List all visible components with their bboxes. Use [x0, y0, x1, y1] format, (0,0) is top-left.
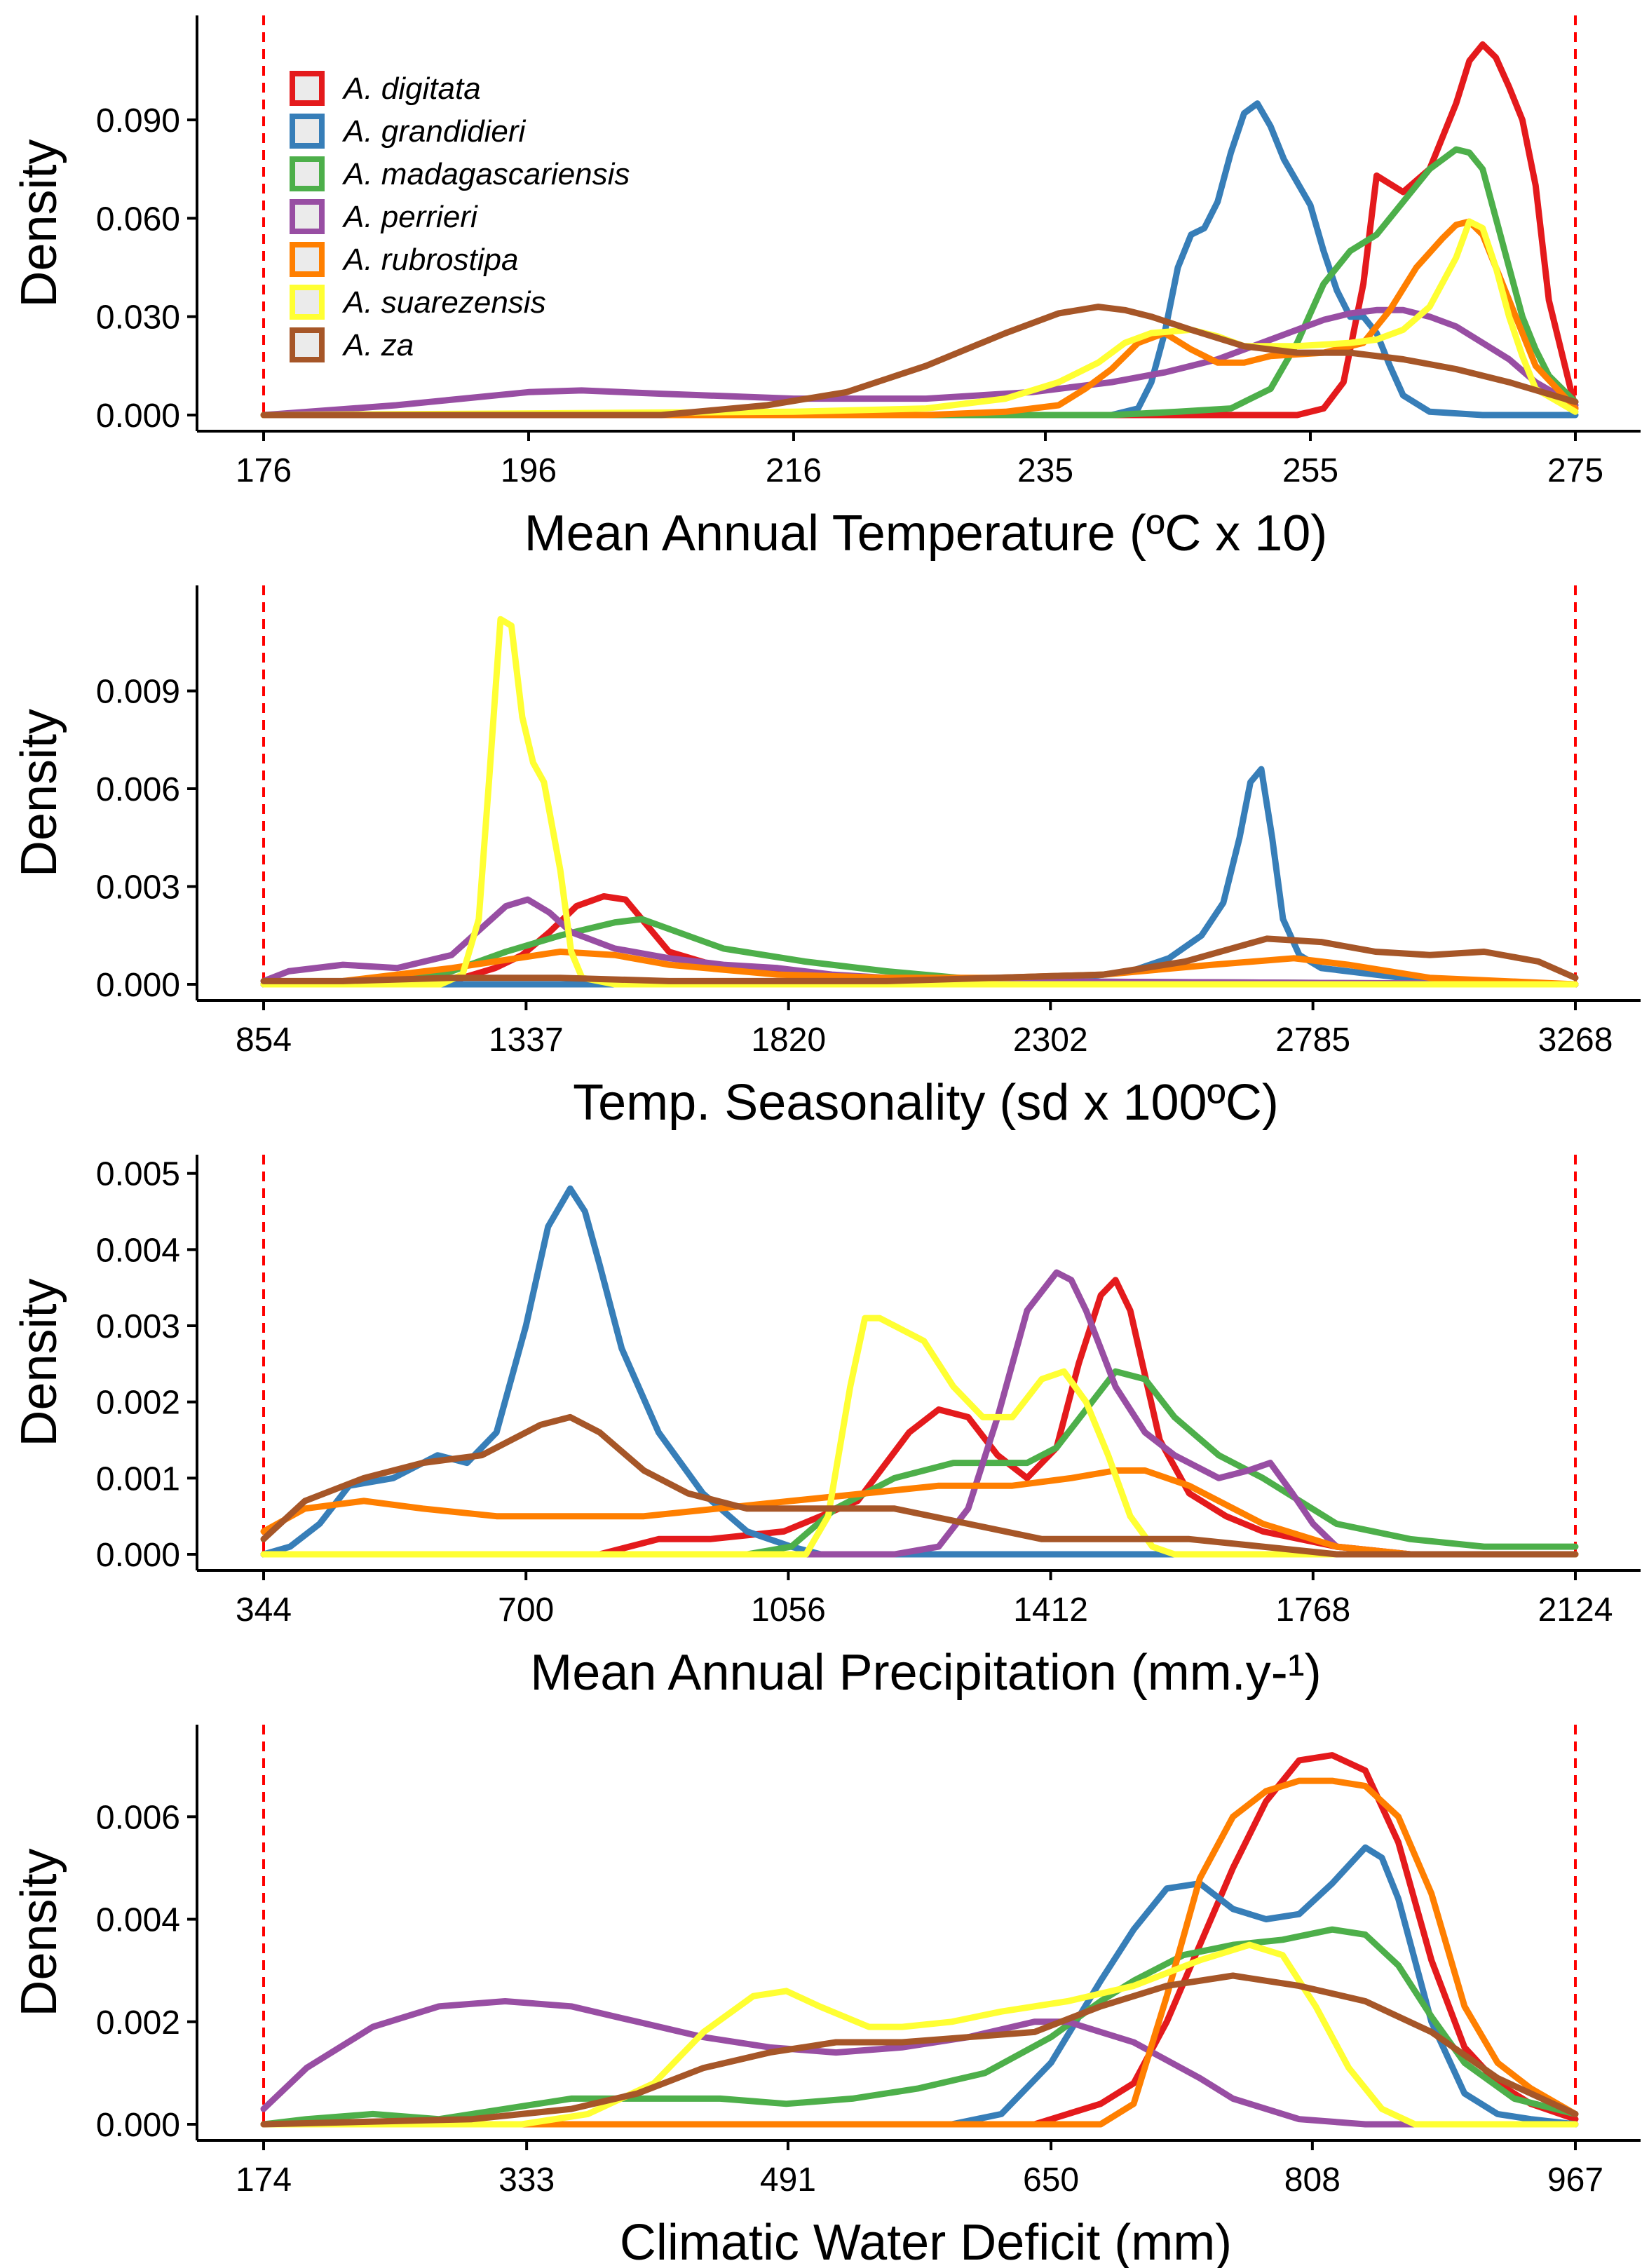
series-line-a-suarezensis [260, 616, 1579, 988]
x-tick-label: 2785 [1275, 1021, 1350, 1059]
x-tick-label: 1768 [1275, 1591, 1350, 1629]
x-tick-label: 2302 [1013, 1021, 1088, 1059]
legend-item: A. perrieri [290, 199, 478, 234]
series-line-a-digitata [260, 1752, 1579, 2128]
x-tick-label: 1337 [489, 1021, 564, 1059]
x-tick-label: 174 [236, 2161, 292, 2199]
x-axis-title: Mean Annual Temperature (ºC x 10) [524, 505, 1328, 562]
legend-item: A. suarezensis [290, 285, 546, 320]
x-axis-title: Mean Annual Precipitation (mm.y-¹) [530, 1645, 1321, 1701]
x-axis-title: Climatic Water Deficit (mm) [620, 2215, 1232, 2268]
series-line-a-suarezensis [260, 1315, 1579, 1558]
x-tick-label: 216 [766, 452, 822, 489]
x-axis-title: Temp. Seasonality (sd x 100ºC) [573, 1075, 1279, 1131]
x-tick-label: 700 [498, 1591, 554, 1629]
series-line-a-perrieri [260, 306, 1579, 419]
legend-label: A. grandidieri [341, 114, 526, 149]
x-tick-label: 2124 [1538, 1591, 1613, 1629]
x-tick-label: 1820 [751, 1021, 826, 1059]
x-tick-label: 854 [236, 1021, 292, 1059]
series-line-a-madagascariensis [260, 146, 1579, 419]
series-line-a-perrieri [260, 1998, 1579, 2128]
y-tick-label: 0.004 [96, 1232, 180, 1269]
series-line-a-rubrostipa [260, 1777, 1579, 2128]
x-tick-label: 1412 [1013, 1591, 1088, 1629]
series-line-a-perrieri [260, 1269, 1579, 1558]
x-tick-label: 491 [760, 2161, 816, 2199]
y-tick-label: 0.009 [96, 674, 180, 711]
legend-label: A. madagascariensis [341, 157, 630, 191]
series-line-a-za [260, 935, 1579, 984]
series-line-a-rubrostipa [260, 949, 1579, 988]
legend-item: A. za [290, 327, 414, 362]
x-tick-label: 344 [236, 1591, 292, 1629]
y-tick-label: 0.000 [96, 967, 180, 1004]
y-axis-title: Density [11, 139, 67, 307]
series-line-a-za [260, 1972, 1579, 2128]
legend-key [290, 114, 325, 149]
series-line-a-suarezensis [260, 218, 1579, 419]
y-tick-label: 0.002 [96, 2004, 180, 2042]
legend-item: A. digitata [290, 71, 481, 106]
x-tick-label: 1056 [751, 1591, 826, 1629]
x-tick-label: 275 [1547, 452, 1603, 489]
x-tick-label: 176 [236, 452, 292, 489]
y-tick-label: 0.030 [96, 299, 180, 337]
series-line-a-grandidieri [260, 1185, 1579, 1558]
y-tick-label: 0.000 [96, 2107, 180, 2144]
y-tick-label: 0.004 [96, 1902, 180, 1939]
y-axis-title: Density [11, 1278, 67, 1446]
x-tick-label: 650 [1023, 2161, 1079, 2199]
legend-label: A. perrieri [341, 200, 478, 234]
legend-key [290, 285, 325, 320]
legend-key [290, 242, 325, 277]
density-panel-4: 0.000 0.002 0.004 0.006 174 333 491 650 808 967 Cl… [11, 1725, 1641, 2268]
y-tick-label: 0.000 [96, 398, 180, 435]
y-tick-label: 0.003 [96, 869, 180, 906]
series-line-a-za [260, 304, 1579, 419]
x-tick-label: 967 [1547, 2161, 1603, 2199]
legend-label: A. za [341, 328, 414, 362]
legend-key [290, 327, 325, 362]
legend-label: A. rubrostipa [341, 243, 518, 277]
series-line-a-grandidieri [260, 1844, 1579, 2128]
y-axis-title: Density [11, 1848, 67, 2016]
y-tick-label: 0.060 [96, 201, 180, 238]
legend-key [290, 199, 325, 234]
series-line-a-madagascariensis [260, 1926, 1579, 2128]
x-tick-label: 3268 [1538, 1021, 1613, 1059]
series-line-a-za [260, 1413, 1579, 1558]
density-panel-2: 0.000 0.003 0.006 0.009 854 1337 1820 2302 2785 3… [11, 585, 1641, 1131]
density-panel-3: 0.000 0.001 0.002 0.003 0.004 0.005 344 700 1056… [11, 1155, 1641, 1701]
legend-key [290, 156, 325, 191]
legend-label: A. suarezensis [341, 285, 546, 320]
series-line-a-digitata [260, 41, 1579, 419]
series-line-a-suarezensis [260, 1941, 1579, 2128]
legend-label: A. digitata [341, 72, 481, 106]
legend-item: A. rubrostipa [290, 242, 518, 277]
x-tick-label: 333 [498, 2161, 555, 2199]
y-tick-label: 0.006 [96, 1799, 180, 1836]
x-tick-label: 808 [1284, 2161, 1341, 2199]
series-line-a-rubrostipa [260, 1467, 1579, 1558]
density-panel-1: 0.000 0.030 0.060 0.090 176 196 216 235 255 275 Me… [11, 15, 1641, 562]
x-tick-label: 235 [1017, 452, 1073, 489]
legend-key [290, 71, 325, 106]
y-tick-label: 0.000 [96, 1537, 180, 1574]
y-tick-label: 0.003 [96, 1308, 180, 1345]
y-tick-label: 0.001 [96, 1460, 180, 1498]
y-tick-label: 0.006 [96, 771, 180, 808]
y-tick-label: 0.002 [96, 1385, 180, 1422]
x-tick-label: 196 [501, 452, 557, 489]
series-line-a-madagascariensis [260, 916, 1579, 988]
x-tick-label: 255 [1282, 452, 1338, 489]
legend-item: A. madagascariensis [290, 156, 630, 191]
y-tick-label: 0.005 [96, 1156, 180, 1193]
species-legend: A. digitata A. grandidieri A. madagascarie… [290, 71, 630, 362]
y-axis-title: Density [11, 709, 67, 877]
legend-item: A. grandidieri [290, 114, 526, 149]
y-tick-label: 0.090 [96, 102, 180, 140]
